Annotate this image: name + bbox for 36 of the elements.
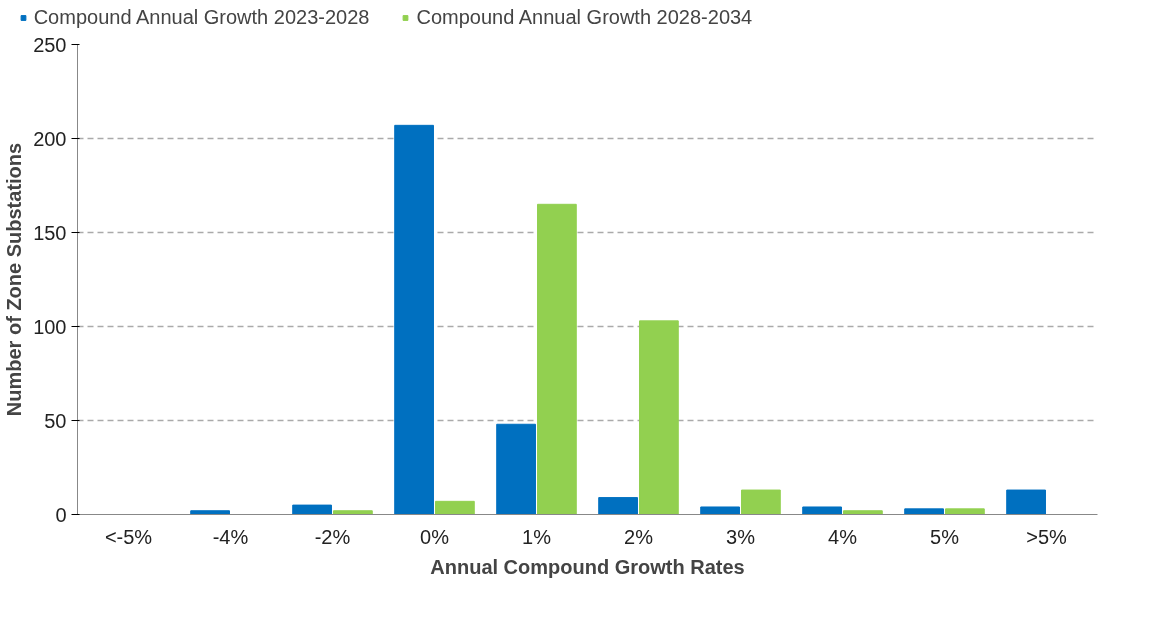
x-tick-label: <-5% <box>104 525 153 548</box>
y-tick-label: 50 <box>44 409 67 432</box>
x-tick-label: -2% <box>314 525 351 548</box>
y-tick-label: 200 <box>33 127 67 150</box>
x-tick-label: 4% <box>828 525 858 548</box>
x-tick-label: >5% <box>1026 525 1068 548</box>
bar <box>945 508 985 515</box>
bar <box>639 320 679 515</box>
bar <box>700 506 740 515</box>
x-tick-label: 1% <box>522 525 552 548</box>
bar <box>1006 489 1046 515</box>
x-axis-title: Annual Compound Growth Rates <box>430 555 745 578</box>
bar <box>496 423 536 515</box>
legend-label: Compound Annual Growth 2028-2034 <box>416 5 753 29</box>
y-tick-label: 100 <box>33 315 67 338</box>
x-tick-label: 2% <box>624 525 654 548</box>
bar <box>435 500 475 515</box>
y-tick-label: 0 <box>55 503 67 526</box>
bar <box>537 203 577 515</box>
x-tick-label: 3% <box>726 525 756 548</box>
bar <box>292 504 332 515</box>
bar <box>843 510 883 515</box>
bar <box>333 510 373 515</box>
x-tick-label: 5% <box>930 525 960 548</box>
bar <box>190 510 230 515</box>
bar <box>904 508 944 515</box>
x-tick-label: 0% <box>420 525 450 548</box>
bar <box>802 506 842 515</box>
legend-label: Compound Annual Growth 2023-2028 <box>33 5 370 29</box>
y-tick-label: 250 <box>33 33 67 56</box>
bar <box>598 497 638 515</box>
x-tick-label: -4% <box>212 525 249 548</box>
y-axis-title: Number of Zone Substations <box>3 142 26 417</box>
bar <box>394 124 434 515</box>
bar <box>741 489 781 515</box>
y-tick-label: 150 <box>33 221 67 244</box>
